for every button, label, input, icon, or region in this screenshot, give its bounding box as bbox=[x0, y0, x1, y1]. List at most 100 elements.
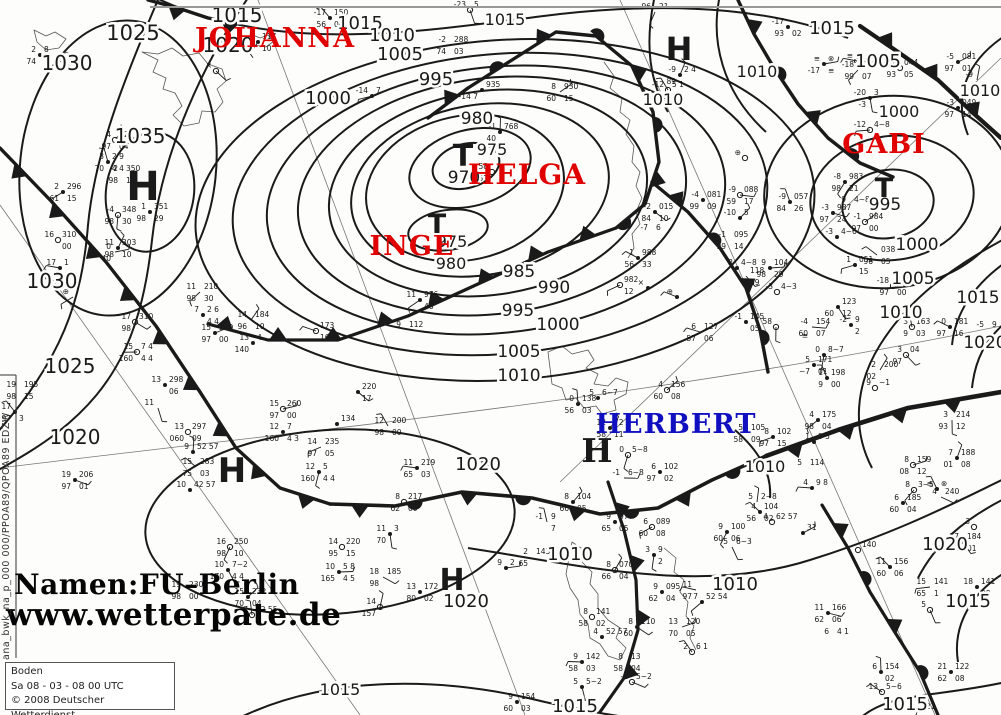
coastline bbox=[603, 61, 643, 259]
station-value: 9 bbox=[718, 522, 723, 531]
station-value: 220 bbox=[346, 537, 361, 546]
pressure-center-high: H bbox=[581, 431, 612, 470]
station-value: 04 bbox=[666, 594, 676, 603]
station-value: 19 bbox=[6, 380, 16, 389]
wind-barb-tick-icon bbox=[679, 586, 683, 592]
isobar-label: 975 bbox=[477, 140, 508, 159]
station-value: 165 bbox=[321, 574, 336, 583]
website-url-text: www.wetterpate.de bbox=[6, 597, 342, 634]
station-plot: 9 4~8 bbox=[841, 195, 870, 204]
station-value: 185 bbox=[387, 567, 402, 576]
station-value: -7 bbox=[641, 223, 649, 232]
station-value: -14 bbox=[356, 86, 368, 95]
station-value: 141 bbox=[596, 607, 611, 616]
station-plot: 19 206 97 01 bbox=[61, 470, 93, 491]
station-plot: -3 4~3 bbox=[766, 282, 797, 296]
station-plot: -1 768 40 bbox=[486, 115, 519, 143]
station-value: 51 bbox=[478, 174, 488, 183]
station-value: 02 bbox=[792, 29, 802, 38]
isobar bbox=[18, 19, 218, 317]
station-value: 4 bbox=[803, 478, 808, 487]
cold-front-triangle-icon bbox=[943, 398, 962, 414]
station-value: 188 bbox=[961, 448, 976, 457]
station-value: 5~8 bbox=[632, 445, 648, 454]
station-value: 17 bbox=[949, 532, 959, 541]
station-value: 1 bbox=[818, 368, 823, 377]
station-value: 114 bbox=[810, 458, 825, 467]
wind-barb-icon bbox=[864, 213, 877, 223]
isobar bbox=[951, 264, 1001, 346]
station-plot: -18 022 99 07 bbox=[842, 60, 877, 85]
station-plot: 6 154 02 bbox=[872, 655, 900, 683]
wind-barb-icon bbox=[247, 586, 259, 598]
coastline bbox=[58, 51, 77, 66]
station-value: 17 bbox=[46, 258, 56, 267]
station-value: 93 bbox=[886, 70, 896, 79]
station-value: 240 bbox=[945, 487, 960, 496]
station-value: 56 bbox=[746, 514, 756, 523]
station-value: 01 bbox=[818, 367, 828, 376]
station-value: 62 57 bbox=[776, 512, 798, 521]
station-value: 98 bbox=[369, 579, 379, 588]
station-value: 11 bbox=[814, 603, 824, 612]
isobar-label: 1030 bbox=[42, 51, 93, 75]
station-plot: 15 283 75 03 bbox=[180, 457, 215, 478]
weather-front bbox=[206, 225, 618, 342]
wind-barb-tick-icon bbox=[43, 265, 47, 271]
station-value: 14 bbox=[328, 537, 338, 546]
station-value: 4 3 bbox=[287, 434, 299, 443]
station-value: ⊕ bbox=[735, 148, 741, 157]
station-plot: 4 62 57 bbox=[763, 512, 798, 526]
station-dot-icon bbox=[835, 235, 839, 239]
weather-front bbox=[736, 0, 895, 179]
isobar-label: 1010 bbox=[745, 457, 786, 476]
station-plot: 11 219 65 03 bbox=[400, 458, 436, 479]
station-plot: 8 070 66 04 bbox=[601, 553, 634, 581]
pressure-center-high: H bbox=[126, 164, 159, 210]
station-value: 03 bbox=[521, 704, 531, 713]
station-plot: 6 127 57 06 bbox=[683, 322, 719, 343]
wind-barb-icon bbox=[976, 66, 981, 81]
wind-barb-tick-icon bbox=[866, 683, 871, 688]
station-value: 17 bbox=[744, 197, 754, 206]
wind-barb-icon bbox=[940, 496, 954, 504]
station-value: 13 bbox=[174, 422, 184, 431]
station-value: 97 bbox=[936, 329, 946, 338]
station-plot: 9 142 58 03 bbox=[565, 652, 601, 673]
station-value: 8 bbox=[44, 45, 49, 54]
station-plot: 8 3~5 bbox=[904, 480, 934, 506]
station-value: 29 bbox=[154, 214, 164, 223]
station-plot: 4 240 bbox=[932, 487, 960, 504]
station-plot: ⊕ bbox=[660, 287, 679, 299]
station-value: 11 bbox=[376, 524, 386, 533]
station-plot: -9 088 59 17 bbox=[726, 185, 758, 206]
station-value: 58 bbox=[762, 317, 772, 326]
station-plot: -2 015 84 10 bbox=[641, 202, 673, 223]
station-value: 3 bbox=[897, 345, 902, 354]
wind-barb-tick-icon bbox=[1, 400, 7, 403]
station-dot-icon bbox=[38, 53, 42, 57]
station-plot: -9 2 4 89 bbox=[666, 58, 696, 86]
station-dot-icon bbox=[251, 341, 255, 345]
wind-barb-icon bbox=[320, 6, 331, 19]
station-value: 97 bbox=[61, 482, 71, 491]
station-dot-icon bbox=[613, 520, 617, 524]
wind-barb-tick-icon bbox=[315, 485, 320, 489]
station-value: -5 bbox=[977, 320, 985, 329]
pressure-center-low: T bbox=[453, 139, 474, 174]
weather-front bbox=[598, 480, 651, 714]
station-value: 93 bbox=[938, 422, 948, 431]
station-plot: 11 210 98 30 bbox=[186, 282, 219, 307]
station-value: 088 bbox=[744, 185, 759, 194]
station-value: 00 bbox=[189, 592, 199, 601]
station-plot: 6 089 60 08 bbox=[638, 517, 671, 539]
cold-front-triangle-icon bbox=[324, 327, 343, 340]
station-value: 13 bbox=[406, 582, 416, 591]
station-value: 13 bbox=[631, 652, 641, 661]
station-value: 7 bbox=[376, 86, 381, 95]
station-value: 9 bbox=[184, 442, 189, 451]
wind-barb-icon bbox=[607, 284, 621, 292]
wind-barb-tick-icon bbox=[255, 582, 259, 588]
station-plot: 11 166 62 06 bbox=[814, 603, 846, 624]
station-value: 9 bbox=[761, 258, 766, 267]
